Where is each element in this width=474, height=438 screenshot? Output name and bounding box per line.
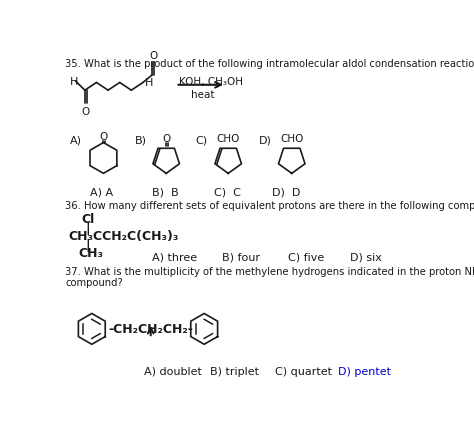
Text: O: O (149, 51, 157, 61)
Text: CH₃CCH₂C(CH₃)₃: CH₃CCH₂C(CH₃)₃ (69, 229, 179, 242)
Text: H: H (145, 78, 153, 88)
Text: |: | (86, 222, 90, 234)
Text: O: O (162, 134, 170, 144)
Text: 36. How many different sets of equivalent protons are there in the following com: 36. How many different sets of equivalen… (65, 200, 474, 210)
Text: A) three: A) three (152, 252, 197, 262)
Text: A) doublet: A) doublet (145, 366, 202, 376)
Text: |: | (86, 238, 90, 251)
Text: CHO: CHO (280, 134, 303, 144)
Text: C): C) (195, 135, 207, 145)
Text: C)  C: C) C (214, 187, 241, 197)
Text: C) five: C) five (288, 252, 324, 262)
Text: D): D) (259, 135, 272, 145)
Text: O: O (99, 132, 108, 141)
Text: D) pentet: D) pentet (338, 366, 391, 376)
Text: H: H (70, 77, 79, 87)
Text: B) four: B) four (222, 252, 260, 262)
Text: heat: heat (191, 89, 215, 99)
Text: KOH, CH₃OH: KOH, CH₃OH (179, 77, 243, 87)
Text: C) quartet: C) quartet (275, 366, 332, 376)
Text: B) triplet: B) triplet (210, 366, 259, 376)
Text: D)  D: D) D (273, 187, 301, 197)
Text: 37. What is the multiplicity of the methylene hydrogens indicated in the proton : 37. What is the multiplicity of the meth… (65, 266, 474, 288)
Text: A) A: A) A (90, 187, 113, 197)
Text: O: O (82, 106, 90, 117)
Text: 35. What is the product of the following intramolecular aldol condensation react: 35. What is the product of the following… (65, 59, 474, 69)
Text: A): A) (70, 135, 82, 145)
Text: CH₃: CH₃ (79, 246, 104, 259)
Text: D) six: D) six (350, 252, 382, 262)
Text: -CH₂CH₂CH₂-: -CH₂CH₂CH₂- (108, 323, 193, 336)
Text: CHO: CHO (217, 134, 240, 144)
Text: B): B) (135, 135, 146, 145)
Text: Cl: Cl (81, 212, 94, 225)
Text: B)  B: B) B (152, 187, 179, 197)
